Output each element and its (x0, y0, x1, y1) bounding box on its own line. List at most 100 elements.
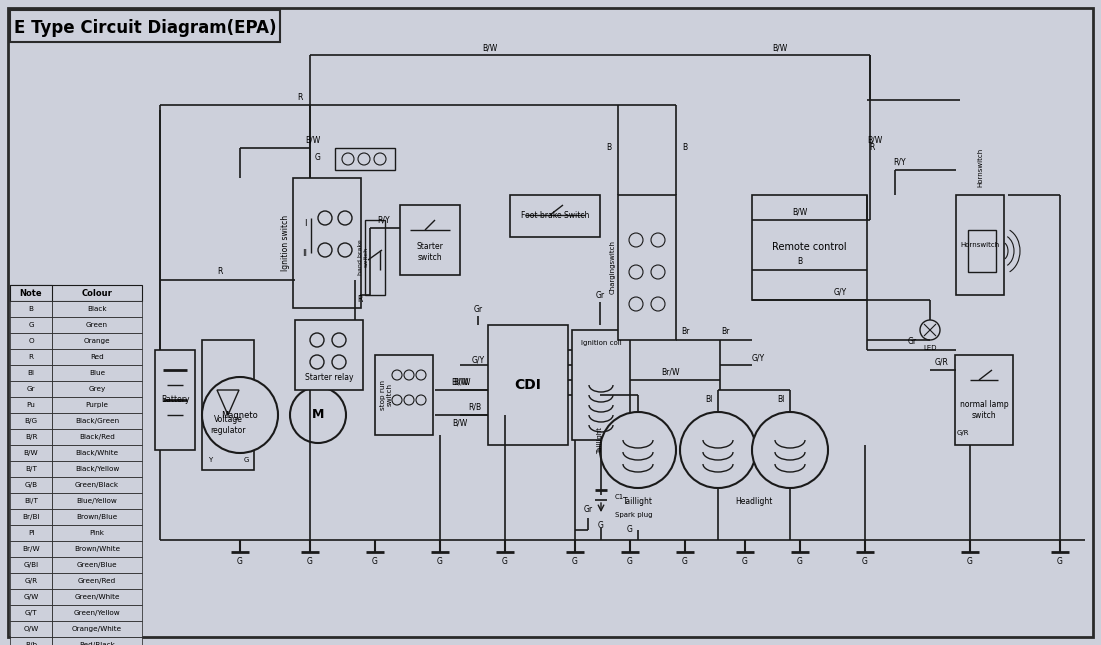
Circle shape (290, 387, 346, 443)
Text: Gr: Gr (26, 386, 35, 392)
Text: Bl/T: Bl/T (24, 498, 37, 504)
Text: R/b: R/b (25, 642, 37, 645)
Circle shape (651, 233, 665, 247)
Bar (52, 381, 142, 397)
Bar (295, 320, 363, 390)
Text: Bl: Bl (706, 395, 712, 404)
Text: G: G (502, 557, 508, 566)
Bar (10, 285, 52, 301)
Text: G/Y: G/Y (833, 288, 847, 297)
Bar (10, 317, 52, 333)
Text: G/R: G/R (24, 578, 37, 584)
Text: O/W: O/W (23, 626, 39, 632)
Circle shape (358, 153, 370, 165)
Bar (10, 637, 52, 645)
Bar (10, 557, 52, 573)
Bar (52, 493, 142, 509)
Circle shape (201, 377, 277, 453)
Text: Voltage
regulator: Voltage regulator (210, 415, 246, 435)
Text: Taillight: Taillight (623, 497, 653, 506)
Circle shape (338, 211, 352, 225)
Text: Green/White: Green/White (74, 594, 120, 600)
Text: G: G (742, 557, 748, 566)
Text: Taillight: Taillight (597, 426, 603, 453)
Text: Starter relay: Starter relay (305, 373, 353, 382)
Text: C1: C1 (615, 494, 624, 500)
Bar (10, 493, 52, 509)
Bar (618, 195, 676, 340)
Bar (10, 461, 52, 477)
Bar (955, 355, 1013, 445)
Circle shape (629, 233, 643, 247)
Text: Foot brake Switch: Foot brake Switch (521, 212, 589, 221)
Bar (52, 301, 142, 317)
Bar (52, 413, 142, 429)
Text: Black/Red: Black/Red (79, 434, 115, 440)
Bar (10, 541, 52, 557)
Text: G: G (573, 557, 578, 566)
Circle shape (629, 265, 643, 279)
Text: R: R (358, 295, 362, 304)
Text: Brown/Blue: Brown/Blue (76, 514, 118, 520)
Text: G/R: G/R (957, 430, 969, 436)
Text: Green/Black: Green/Black (75, 482, 119, 488)
Text: B/W: B/W (24, 450, 39, 456)
Text: G: G (862, 557, 868, 566)
Bar (52, 509, 142, 525)
Text: Green/Blue: Green/Blue (77, 562, 118, 568)
Bar (10, 525, 52, 541)
Text: normal lamp
switch: normal lamp switch (960, 401, 1009, 420)
Bar (10, 445, 52, 461)
Text: B/W: B/W (868, 135, 883, 144)
Circle shape (680, 412, 756, 488)
Text: Green/Yellow: Green/Yellow (74, 610, 120, 616)
Circle shape (318, 211, 333, 225)
Bar (10, 333, 52, 349)
Text: Bl/W: Bl/W (451, 377, 469, 386)
Bar (52, 525, 142, 541)
Bar (52, 333, 142, 349)
Text: R/Y: R/Y (378, 215, 391, 224)
Bar (488, 325, 568, 445)
Circle shape (752, 412, 828, 488)
Bar (52, 589, 142, 605)
Text: B/G: B/G (24, 418, 37, 424)
Text: Black/Yellow: Black/Yellow (75, 466, 119, 472)
Bar (956, 195, 1004, 295)
Bar (10, 509, 52, 525)
Text: Black/White: Black/White (76, 450, 119, 456)
Circle shape (416, 370, 426, 380)
Text: G: G (29, 322, 34, 328)
Text: O: O (29, 338, 34, 344)
Text: G: G (315, 154, 320, 163)
Circle shape (600, 412, 676, 488)
Bar (10, 413, 52, 429)
Circle shape (318, 243, 333, 257)
Bar (10, 365, 52, 381)
Text: G: G (237, 557, 243, 566)
Bar (10, 397, 52, 413)
Circle shape (629, 297, 643, 311)
Text: Bl/W: Bl/W (454, 377, 471, 386)
Text: G/Y: G/Y (471, 355, 484, 364)
Bar (52, 445, 142, 461)
Circle shape (920, 320, 940, 340)
Text: R: R (217, 268, 222, 277)
Bar (52, 573, 142, 589)
Text: stop run
switch: stop run switch (380, 380, 392, 410)
Text: Ignition coil: Ignition coil (580, 340, 621, 346)
Circle shape (416, 395, 426, 405)
Bar (335, 148, 395, 170)
Bar (10, 349, 52, 365)
Circle shape (342, 153, 355, 165)
Text: Hornswitch: Hornswitch (960, 242, 1000, 248)
Text: Bl: Bl (28, 370, 34, 376)
Text: Br/Bl: Br/Bl (22, 514, 40, 520)
Text: Br/W: Br/W (661, 368, 679, 377)
Text: M: M (312, 408, 324, 421)
Bar (52, 541, 142, 557)
Circle shape (651, 265, 665, 279)
Circle shape (392, 370, 402, 380)
Text: B/W: B/W (453, 419, 468, 428)
Bar (10, 573, 52, 589)
